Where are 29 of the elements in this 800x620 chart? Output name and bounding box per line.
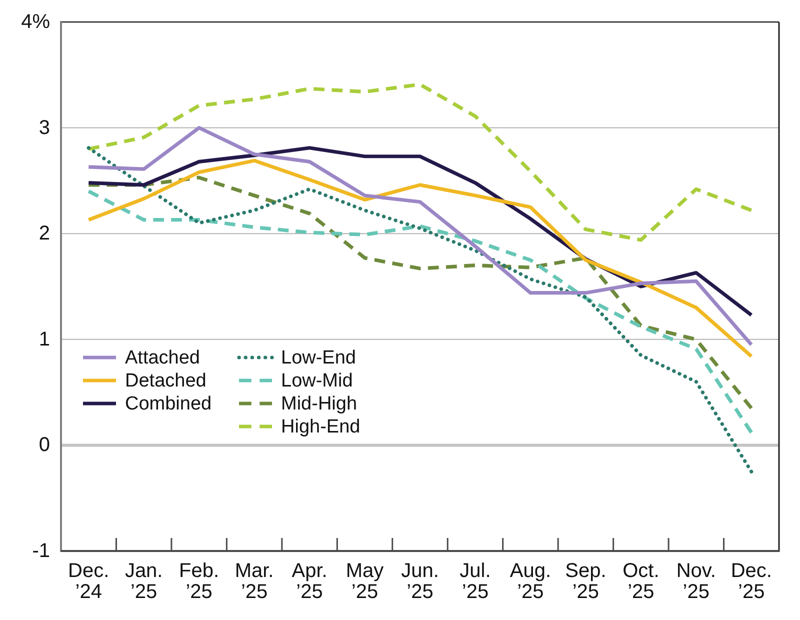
y-tick-label: 1 (38, 328, 50, 350)
x-tick-label: Jun. ’25 (401, 560, 439, 603)
y-tick-label: 0 (38, 434, 50, 456)
x-tick-label: Nov. ’25 (676, 560, 716, 603)
y-tick-label: -1 (32, 540, 50, 562)
line-series (86, 146, 754, 474)
line-series (86, 82, 754, 242)
legend-label: Combined (125, 393, 212, 414)
legend-label: Detached (125, 370, 206, 391)
x-tick-label: Jul. ’25 (460, 560, 491, 603)
x-tick-label: Sep. ’25 (565, 560, 606, 603)
x-tick-label: Feb. ’25 (179, 560, 220, 603)
x-tick-label: Oct. ’25 (622, 560, 660, 603)
x-tick-label: Aug. ’25 (510, 560, 552, 603)
line-series (86, 126, 754, 346)
y-tick-label: 4% (21, 11, 50, 33)
x-tick-label: Mar. ’25 (234, 560, 274, 603)
x-tick-label: Dec. ’24 (68, 560, 110, 603)
y-tick-label: 3 (38, 116, 50, 139)
legend-label: Low-End (281, 347, 356, 368)
y-tick-label: 2 (38, 222, 50, 245)
x-tick-label: Dec. ’25 (730, 560, 772, 603)
x-tick-label: Apr. ’25 (292, 560, 328, 603)
x-tick-label: Jan. ’25 (124, 560, 163, 603)
legend-label: Low-Mid (281, 370, 353, 391)
x-tick-label: May ’25 (346, 560, 384, 603)
legend-label: Attached (125, 347, 200, 368)
legend-label: Mid-High (281, 393, 358, 414)
legend-label: High-End (281, 416, 360, 437)
